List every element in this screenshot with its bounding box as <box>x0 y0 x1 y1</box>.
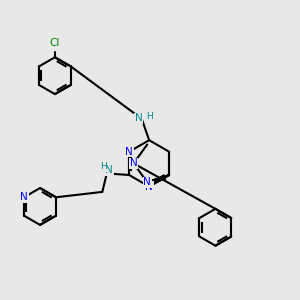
Text: N: N <box>145 182 153 192</box>
Text: N: N <box>20 192 28 202</box>
Text: H: H <box>100 162 106 171</box>
Text: H: H <box>146 112 153 121</box>
Text: N: N <box>130 158 137 168</box>
Text: N: N <box>135 113 142 124</box>
Text: N: N <box>125 147 133 157</box>
Text: Cl: Cl <box>50 38 60 48</box>
Text: N: N <box>143 177 151 187</box>
Text: N: N <box>105 165 113 175</box>
